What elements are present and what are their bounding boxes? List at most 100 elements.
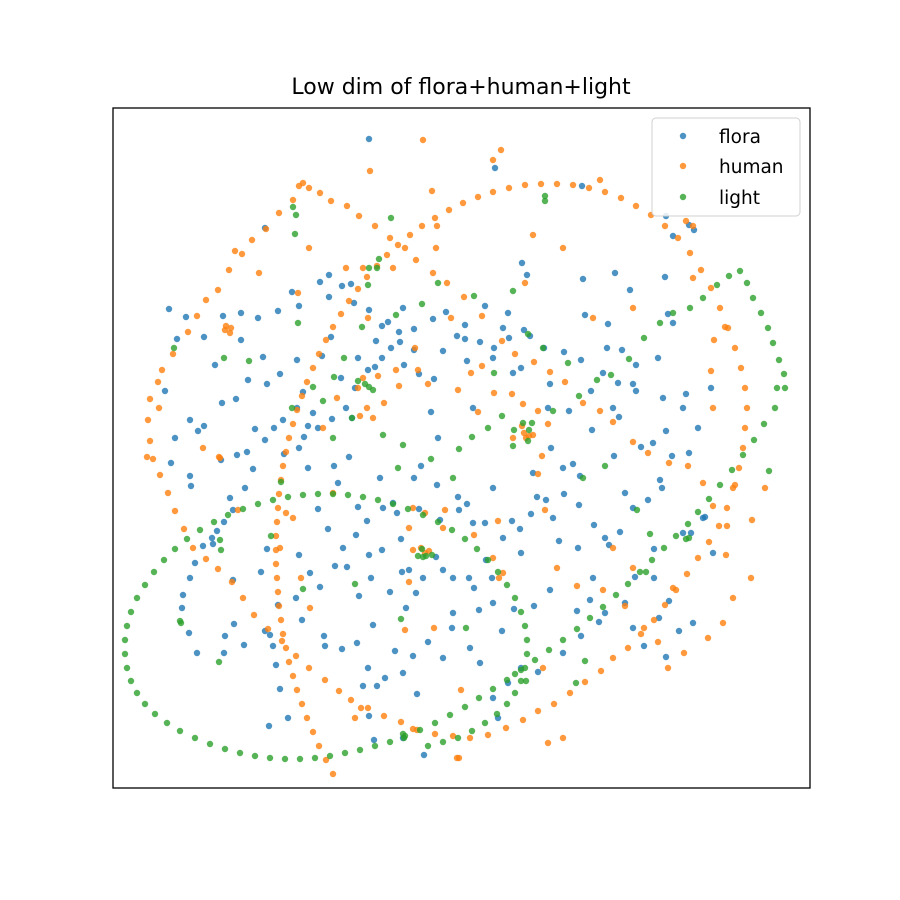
point-flora: [300, 433, 308, 441]
point-flora: [499, 324, 507, 332]
point-light: [769, 339, 777, 347]
point-flora: [465, 574, 473, 582]
point-human: [282, 448, 290, 456]
point-light: [713, 281, 721, 289]
point-light: [210, 518, 218, 526]
point-human: [495, 574, 503, 582]
point-flora: [261, 436, 269, 444]
point-flora: [659, 394, 667, 402]
point-flora: [372, 337, 380, 345]
point-light: [523, 650, 531, 658]
point-flora: [399, 304, 407, 312]
point-flora: [200, 333, 208, 341]
point-flora: [601, 534, 609, 542]
point-light: [539, 344, 547, 352]
point-flora: [476, 338, 484, 346]
point-flora: [439, 566, 447, 574]
point-light: [351, 580, 359, 588]
point-human: [216, 454, 224, 462]
point-flora: [555, 537, 563, 545]
point-flora: [649, 439, 657, 447]
point-human: [539, 664, 547, 672]
point-human: [405, 524, 413, 532]
point-light: [559, 636, 567, 644]
point-human: [289, 420, 297, 428]
point-light: [329, 434, 337, 442]
point-flora: [232, 395, 240, 403]
point-human: [184, 328, 192, 336]
point-flora: [179, 591, 187, 599]
point-flora: [599, 369, 607, 377]
point-flora: [475, 606, 483, 614]
point-light: [773, 384, 781, 392]
point-light: [277, 478, 285, 486]
point-light: [418, 545, 426, 553]
point-flora: [276, 370, 284, 378]
point-human: [544, 739, 552, 747]
point-human: [309, 364, 317, 372]
point-light: [127, 677, 135, 685]
point-light: [493, 710, 501, 718]
point-flora: [371, 363, 379, 371]
point-light: [682, 535, 690, 543]
point-human: [337, 310, 345, 318]
point-flora: [410, 474, 418, 482]
point-flora: [469, 404, 477, 412]
point-light: [573, 625, 581, 633]
point-light: [419, 553, 427, 561]
point-light: [656, 319, 664, 327]
point-human: [449, 732, 457, 740]
point-flora: [355, 592, 363, 600]
point-flora: [244, 376, 252, 384]
point-light: [365, 264, 373, 272]
point-light: [427, 455, 435, 463]
point-human: [474, 408, 482, 416]
point-human: [292, 652, 300, 660]
point-light: [484, 556, 492, 564]
point-human: [262, 225, 270, 233]
point-light: [424, 742, 432, 750]
point-human: [275, 602, 283, 610]
point-flora: [533, 493, 541, 501]
point-light: [369, 386, 377, 394]
point-light: [379, 431, 387, 439]
point-flora: [186, 472, 194, 480]
point-flora: [387, 344, 395, 352]
point-light: [299, 585, 307, 593]
point-human: [573, 582, 581, 590]
point-flora: [488, 574, 496, 582]
point-human: [401, 244, 409, 252]
point-flora: [373, 682, 381, 690]
point-flora: [364, 366, 372, 374]
point-light: [191, 734, 199, 742]
point-flora: [257, 568, 265, 576]
point-flora: [213, 527, 221, 535]
point-human: [546, 368, 554, 376]
point-human: [335, 687, 343, 695]
point-human: [305, 184, 313, 192]
point-human: [741, 424, 749, 432]
point-light: [771, 404, 779, 412]
point-flora: [604, 320, 612, 328]
point-human: [553, 180, 561, 188]
point-human: [189, 544, 197, 552]
point-human: [282, 509, 290, 517]
point-human: [682, 217, 690, 225]
point-human: [380, 712, 388, 720]
point-human: [149, 455, 157, 463]
point-flora: [669, 232, 677, 240]
point-flora: [295, 551, 303, 559]
point-light: [374, 496, 382, 504]
point-human: [202, 555, 210, 563]
point-light: [523, 636, 531, 644]
point-human: [561, 378, 569, 386]
point-flora: [626, 286, 634, 294]
point-human: [289, 672, 297, 680]
point-light: [326, 752, 334, 760]
point-human: [443, 279, 451, 287]
point-flora: [402, 604, 410, 612]
point-flora: [429, 315, 437, 323]
point-human: [470, 531, 478, 539]
point-human: [716, 304, 724, 312]
